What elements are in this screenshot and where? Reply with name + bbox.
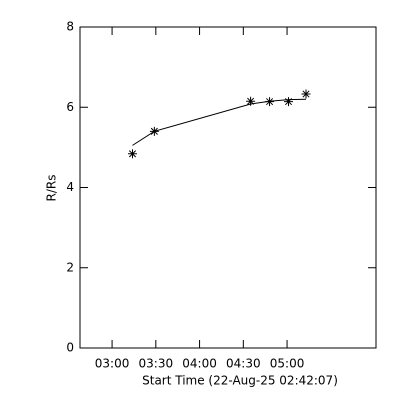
y-tick-label: 8 bbox=[66, 20, 74, 34]
y-tick-label: 4 bbox=[66, 180, 74, 194]
data-point bbox=[127, 149, 137, 159]
data-point bbox=[284, 97, 294, 107]
y-axis-label: R/Rs bbox=[45, 175, 59, 202]
y-tick-label: 0 bbox=[66, 341, 74, 355]
data-point bbox=[246, 96, 256, 106]
x-tick-label: 05:00 bbox=[270, 357, 305, 371]
fit-line bbox=[132, 98, 307, 146]
x-axis-label: Start Time (22-Aug-25 02:42:07) bbox=[142, 374, 338, 388]
y-tick-label: 6 bbox=[66, 100, 74, 114]
plot-frame bbox=[79, 26, 377, 349]
x-tick-label: 04:30 bbox=[226, 357, 261, 371]
y-tick-label: 2 bbox=[66, 260, 74, 274]
x-tick-label: 03:30 bbox=[139, 357, 174, 371]
x-tick-label: 03:00 bbox=[95, 357, 130, 371]
x-tick-label: 04:00 bbox=[182, 357, 217, 371]
data-point bbox=[301, 89, 311, 99]
